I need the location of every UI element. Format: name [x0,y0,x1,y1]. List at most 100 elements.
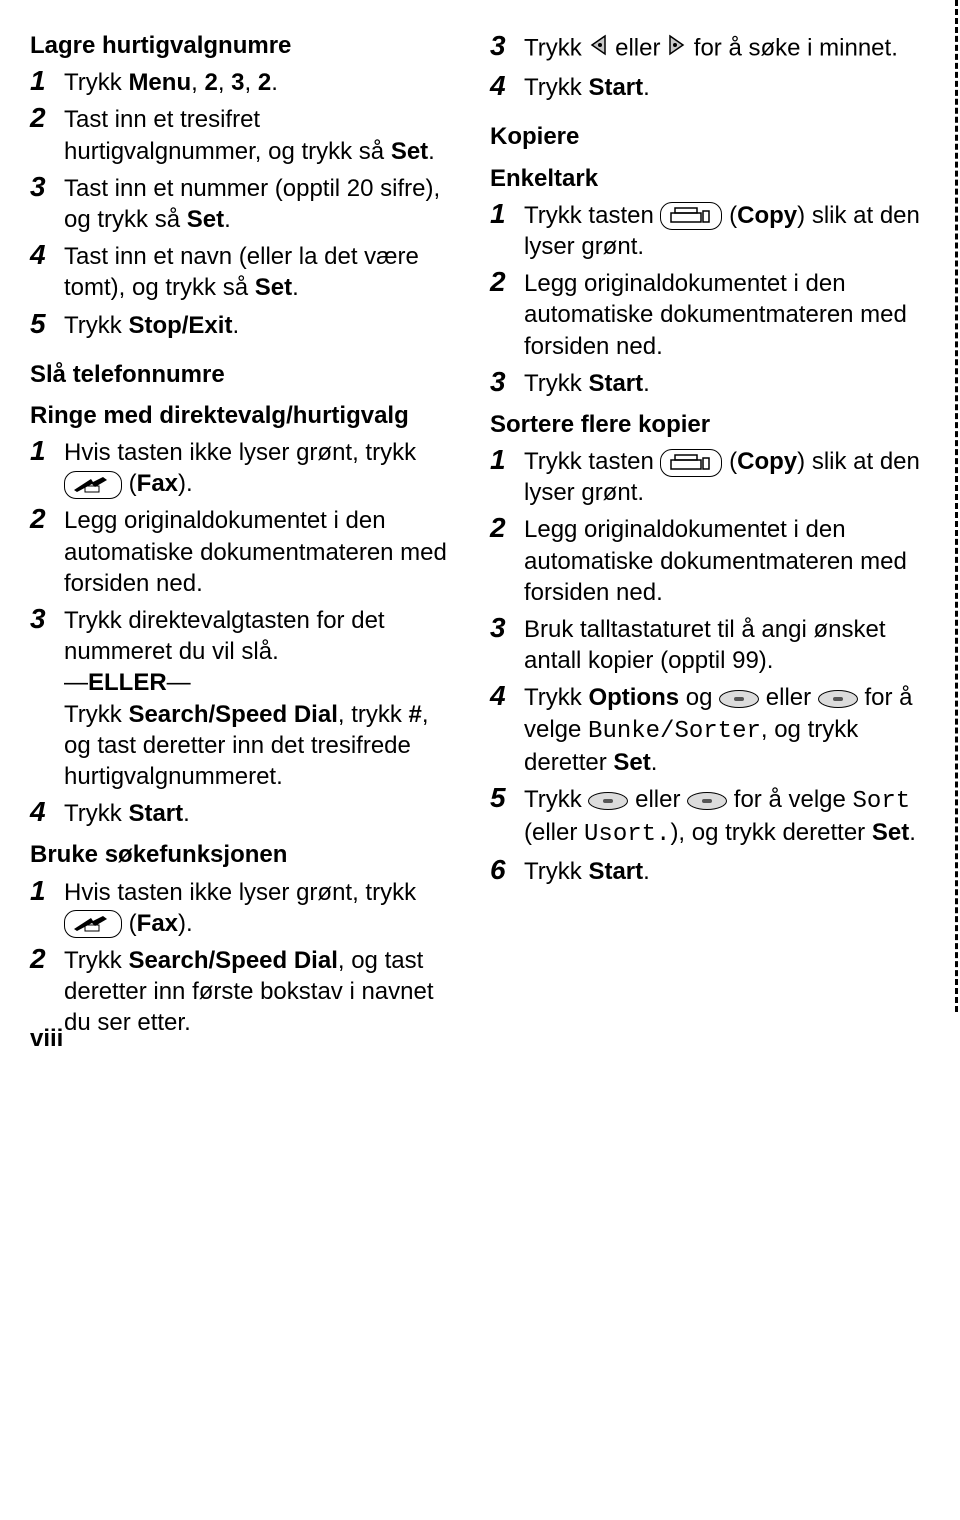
text-span: Copy [737,202,797,229]
text-span: Set [872,819,909,846]
step: 4Trykk Start. [490,70,920,103]
nav-oval-icon [588,792,628,810]
fax-icon [64,471,122,499]
section-heading: Kopiere [490,121,920,152]
step-list: 1Hvis tasten ikke lyser grønt, trykk (Fa… [30,435,460,829]
step-text: Tast inn et tresifret hurtigvalgnummer, … [64,102,460,166]
step-number: 4 [30,796,64,828]
section-subheading: Sortere flere kopier [490,409,920,440]
step-text: Hvis tasten ikke lyser grønt, trykk (Fax… [64,435,460,499]
text-span: Set [255,274,292,301]
page-cut-border [955,0,958,1012]
nav-oval-icon [818,690,858,708]
step: 2Tast inn et tresifret hurtigvalgnummer,… [30,102,460,166]
text-span: Start [588,858,643,885]
step-list: 3Trykk eller for å søke i minnet.4Trykk … [490,30,920,103]
copy-icon [660,202,722,230]
text-span: Search/Speed Dial [128,947,337,974]
step: 3Trykk direktevalgtasten for det nummere… [30,603,460,792]
step: 2Legg originaldokumentet i den automatis… [30,503,460,599]
arrow-right-icon [667,32,687,66]
step: 1Trykk tasten (Copy) slik at den lyser g… [490,198,920,262]
text-span: Options [588,684,679,711]
step-number: 3 [30,171,64,203]
step-number: 5 [490,782,524,814]
step-text: Trykk tasten (Copy) slik at den lyser gr… [524,198,920,262]
step-text: Trykk Search/Speed Dial, og tast derette… [64,943,460,1039]
step: 5Trykk eller for å velge Sort (eller Uso… [490,782,920,850]
nav-oval-icon [687,792,727,810]
step-number: 1 [30,65,64,97]
step-list: 1Hvis tasten ikke lyser grønt, trykk (Fa… [30,875,460,1039]
text-span: Bunke/Sorter [588,718,761,745]
step-text: Trykk eller for å velge Sort (eller Usor… [524,782,920,850]
section-subheading: Enkeltark [490,163,920,194]
step-text: Trykk Start. [524,854,920,887]
text-span: Set [391,138,428,165]
step: 2Trykk Search/Speed Dial, og tast derett… [30,943,460,1039]
text-span: Start [588,74,643,101]
text-span: Start [588,370,643,397]
left-column: Lagre hurtigvalgnumre1Trykk Menu, 2, 3, … [30,30,460,1042]
page-number: viii [30,1023,63,1054]
text-span: Search/Speed Dial [128,701,337,728]
text-span: Usort. [584,821,670,848]
step-text: Trykk tasten (Copy) slik at den lyser gr… [524,444,920,508]
fax-icon [64,910,122,938]
step-text: Legg originaldokumentet i den automatisk… [524,512,920,608]
step: 3Trykk eller for å søke i minnet. [490,30,920,66]
text-span: Set [187,206,224,233]
step-text: Trykk Options og eller for å velge Bunke… [524,680,920,778]
step-number: 2 [30,943,64,975]
step: 4Trykk Start. [30,796,460,829]
step-number: 4 [490,70,524,102]
text-span: ELLER [88,669,167,696]
step: 1Trykk tasten (Copy) slik at den lyser g… [490,444,920,508]
text-span: — [64,669,88,696]
step: 1Hvis tasten ikke lyser grønt, trykk (Fa… [30,435,460,499]
step: 2Legg originaldokumentet i den automatis… [490,512,920,608]
step-number: 3 [490,366,524,398]
step-text: Hvis tasten ikke lyser grønt, trykk (Fax… [64,875,460,939]
step-number: 6 [490,854,524,886]
step-number: 4 [30,239,64,271]
text-span: Menu [128,69,191,96]
step-number: 3 [490,30,524,62]
text-span: Fax [137,470,178,497]
step-number: 1 [30,435,64,467]
step-number: 2 [30,503,64,535]
text-span: Sort [853,788,911,815]
step-list: 1Trykk Menu, 2, 3, 2.2Tast inn et tresif… [30,65,460,341]
section-heading: Slå telefonnumre [30,359,460,390]
section-heading: Lagre hurtigvalgnumre [30,30,460,61]
step-text: Legg originaldokumentet i den automatisk… [524,266,920,362]
arrow-left-icon [588,32,608,66]
step: 3Tast inn et nummer (opptil 20 sifre), o… [30,171,460,235]
step-text: Trykk Start. [524,366,920,399]
section-subheading: Bruke søkefunksjonen [30,839,460,870]
step-number: 3 [30,603,64,635]
step: 4Trykk Options og eller for å velge Bunk… [490,680,920,778]
step-number: 1 [30,875,64,907]
step-text: Bruk talltastaturet til å angi ønsket an… [524,612,920,676]
text-span: Copy [737,448,797,475]
step: 4Tast inn et navn (eller la det være tom… [30,239,460,303]
step-text: Tast inn et navn (eller la det være tomt… [64,239,460,303]
step-number: 2 [490,266,524,298]
step-text: Legg originaldokumentet i den automatisk… [64,503,460,599]
step-number: 2 [30,102,64,134]
step-text: Trykk direktevalgtasten for det nummeret… [64,603,460,792]
text-span: Start [128,800,183,827]
text-span: Set [613,749,650,776]
step-text: Trykk eller for å søke i minnet. [524,30,920,66]
step-text: Trykk Menu, 2, 3, 2. [64,65,460,98]
step-text: Trykk Start. [524,70,920,103]
content-columns: Lagre hurtigvalgnumre1Trykk Menu, 2, 3, … [30,30,920,1042]
step-number: 4 [490,680,524,712]
step-number: 5 [30,308,64,340]
text-span: Fax [137,910,178,937]
text-span: 2 [258,69,271,96]
step: 3Bruk talltastaturet til å angi ønsket a… [490,612,920,676]
copy-icon [660,449,722,477]
step: 3Trykk Start. [490,366,920,399]
